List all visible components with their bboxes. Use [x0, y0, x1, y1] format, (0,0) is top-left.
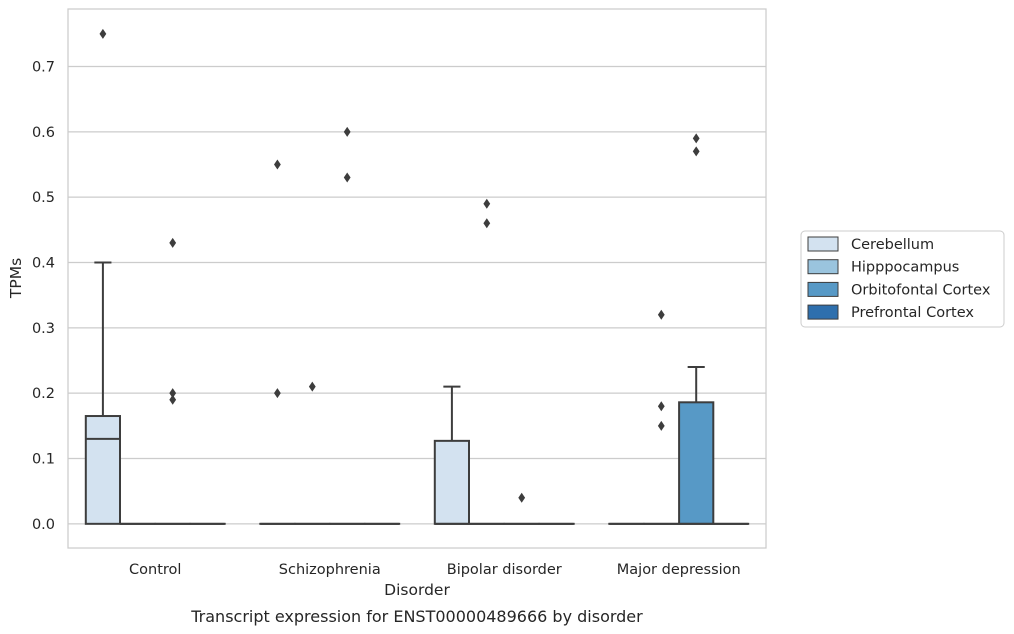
x-tick-labels: Control Schizophrenia Bipolar disorder Majo…	[129, 562, 741, 578]
x-tick-label: Schizophrenia	[279, 562, 381, 578]
x-tick-label: Major depression	[617, 562, 741, 578]
outlier-point	[657, 420, 665, 431]
x-axis-label: Disorder	[384, 581, 450, 599]
box	[433, 385, 471, 525]
box-body	[433, 439, 471, 525]
x-tick-label: Control	[129, 562, 181, 578]
y-tick-label: 0.1	[32, 451, 55, 467]
y-axis-label: TPMs	[7, 258, 25, 299]
y-tick-label: 0.7	[32, 59, 55, 75]
legend-label: Orbitofontal Cortex	[851, 282, 991, 298]
y-tick-label: 0.3	[32, 321, 55, 337]
outlier-point	[518, 492, 526, 503]
box	[84, 261, 122, 525]
outlier-marks	[99, 28, 700, 503]
legend-label: Hipppocampus	[851, 260, 959, 276]
outlier-point	[99, 28, 107, 39]
box-body	[678, 401, 715, 525]
x-tick-label: Bipolar disorder	[447, 562, 562, 578]
y-tick-label: 0.6	[32, 125, 55, 141]
legend-swatch	[807, 236, 839, 252]
outlier-point	[274, 388, 281, 399]
legend-label: Cerebellum	[851, 237, 934, 253]
box-body	[84, 415, 122, 525]
outlier-point	[483, 218, 491, 229]
y-tick-label: 0.2	[32, 386, 55, 402]
box	[678, 366, 715, 525]
chart-caption: Transcript expression for ENST0000048966…	[190, 607, 643, 626]
box-marks	[84, 261, 750, 525]
plot-area-frame	[67, 8, 767, 549]
legend-swatch	[807, 259, 839, 275]
outlier-point	[657, 309, 665, 320]
outlier-point	[343, 172, 351, 183]
outlier-point	[169, 237, 177, 248]
outlier-point	[657, 401, 665, 412]
outlier-point	[692, 133, 700, 144]
legend-frame	[800, 230, 1005, 328]
outlier-point	[343, 126, 351, 137]
outlier-point	[692, 146, 700, 157]
outlier-point	[169, 394, 177, 405]
legend-swatch	[807, 281, 839, 297]
y-tick-label: 0.0	[32, 517, 55, 533]
outlier-point	[274, 159, 281, 170]
y-tick-labels: 0.0 0.1 0.2 0.3 0.4 0.5 0.6 0.7	[32, 59, 55, 532]
y-tick-label: 0.5	[32, 190, 55, 206]
outlier-point	[169, 388, 177, 399]
legend-label: Prefrontal Cortex	[851, 305, 974, 321]
legend: Cerebellum Hipppocampus Orbitofontal Corte…	[800, 230, 1005, 328]
outlier-point	[483, 198, 491, 209]
outlier-point	[308, 381, 316, 392]
legend-swatch	[807, 304, 839, 320]
y-tick-label: 0.4	[32, 255, 55, 271]
